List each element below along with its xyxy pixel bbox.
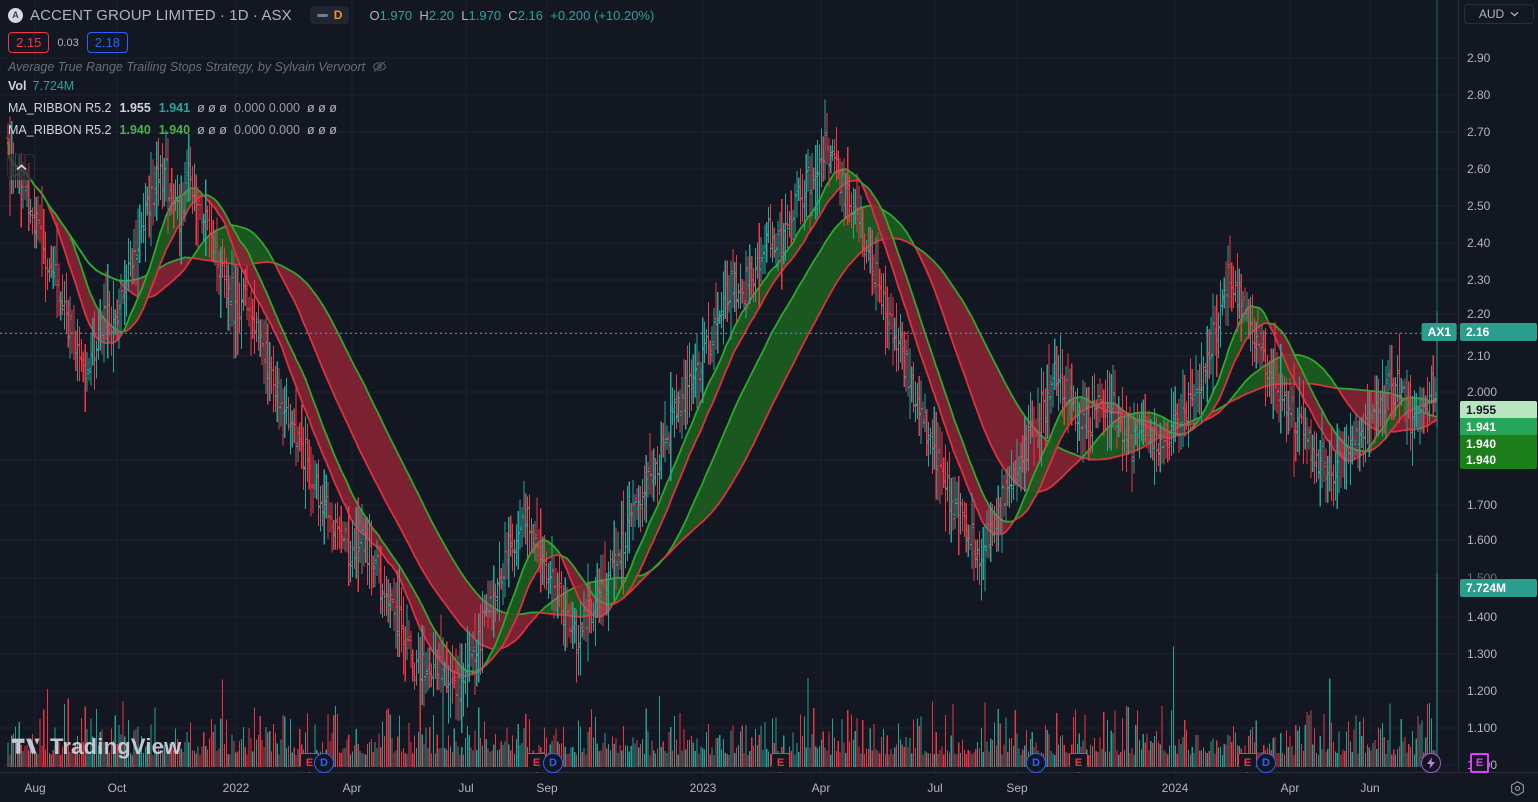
time-tick: Apr [811,781,831,795]
time-tick: Sep [1006,781,1028,795]
time-tick: Apr [342,781,362,795]
price-pill: 1.955 [1460,401,1537,419]
price-pill: 7.724M [1460,579,1537,597]
price-tick: 1.300 [1467,647,1498,661]
currency-label: AUD [1478,7,1505,21]
earnings-marker-inner: E [1069,753,1088,773]
time-axis[interactable]: Aug Oct 2022 Apr Jul Sep 2023 Apr Jul Sep 2024 Apr J… [0,772,1538,802]
news-marker-inner [1421,753,1441,773]
time-tick: Aug [24,781,46,795]
price-tick: 2.80 [1467,88,1491,102]
price-tick: 2.70 [1467,125,1491,139]
price-tick: 2.90 [1467,51,1491,65]
dividend-marker-inner: D [543,753,563,773]
earnings-marker[interactable]: E [1238,753,1257,773]
dividend-marker-inner: D [1256,753,1276,773]
price-tick: 1.200 [1467,684,1498,698]
price-tick: 1.700 [1467,498,1498,512]
dividend-marker[interactable]: D [1256,753,1276,773]
dividend-marker[interactable]: D [543,753,563,773]
price-line-tag: AX1 [1421,323,1457,341]
dividend-marker[interactable]: D [314,753,334,773]
upcoming-earnings-marker[interactable]: E [1470,753,1489,773]
news-marker[interactable] [1421,753,1441,773]
price-tick: 2.10 [1467,349,1491,363]
time-tick: Oct [107,781,127,795]
price-tick: 2.40 [1467,236,1491,250]
time-tick: 2023 [689,781,717,795]
price-axis[interactable]: 2.90 2.80 2.70 2.60 2.50 2.40 2.30 2.20 2.10 2.00… [1458,0,1538,772]
earnings-marker-inner: E [771,753,790,773]
time-tick: Sep [536,781,558,795]
price-tick: 2.50 [1467,199,1491,213]
earnings-marker[interactable]: E [527,753,546,773]
chevron-down-icon [1510,11,1519,17]
price-series-layer [5,99,1440,767]
upcoming-earnings-inner: E [1470,753,1489,773]
time-tick: Jul [458,781,474,795]
price-pill: 2.16 [1460,323,1537,341]
dividend-marker-inner: D [1026,753,1046,773]
time-tick: 2024 [1161,781,1189,795]
chart-canvas[interactable] [0,0,1458,772]
price-tick: 2.30 [1467,273,1491,287]
earnings-marker[interactable]: E [1069,753,1088,773]
settings-hex-icon [1510,780,1524,796]
price-tick: 1.100 [1467,721,1498,735]
dividend-marker-inner: D [314,753,334,773]
time-tick: Jun [1360,781,1380,795]
axis-settings-button[interactable] [1506,778,1528,798]
tradingview-logo-icon [12,738,40,754]
price-tick: 2.000 [1467,385,1498,399]
crosshair-overlay-layer [0,0,1458,772]
earnings-marker[interactable]: E [771,753,790,773]
earnings-marker-inner: E [1238,753,1257,773]
price-tick: 2.20 [1467,307,1491,321]
price-tick: 2.60 [1467,162,1491,176]
price-pill: 1.940 [1460,435,1537,453]
price-pill: 1.940 [1460,451,1537,469]
price-tick: 1.400 [1467,610,1498,624]
tradingview-watermark: TradingView [12,734,181,760]
price-tick: 1.600 [1467,533,1498,547]
tradingview-wordmark: TradingView [50,734,182,759]
time-tick: Apr [1280,781,1300,795]
chevron-up-icon [15,163,27,170]
collapse-legend-button[interactable] [7,154,35,180]
earnings-marker-inner: E [527,753,546,773]
price-pill: 1.941 [1460,418,1537,436]
time-tick: Jul [927,781,943,795]
time-tick: 2022 [222,781,250,795]
currency-selector[interactable]: AUD [1464,4,1534,24]
lightning-bolt-icon [1427,757,1435,769]
dividend-marker[interactable]: D [1026,753,1046,773]
